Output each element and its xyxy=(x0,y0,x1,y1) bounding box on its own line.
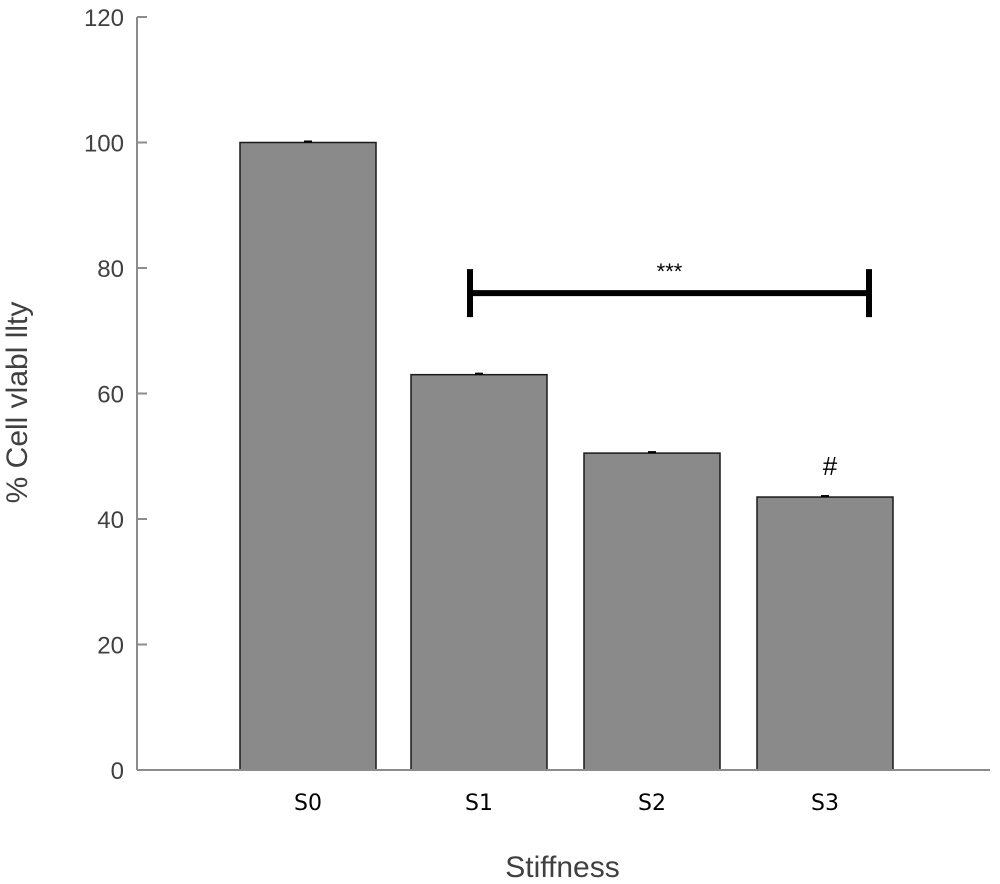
x-tick-label-s1: S1 xyxy=(465,791,493,816)
bars xyxy=(239,140,894,771)
significance-stars: *** xyxy=(657,259,683,284)
y-axis-title: % Cell vlabl llty xyxy=(1,302,34,504)
bar-s3 xyxy=(756,496,894,771)
y-tick-label: 0 xyxy=(111,758,124,785)
y-tick-label: 60 xyxy=(97,382,124,409)
annotations: *** # xyxy=(467,259,872,481)
bar-s1 xyxy=(410,373,548,771)
bar-s2 xyxy=(583,452,721,771)
y-tick-label: 120 xyxy=(84,5,124,32)
x-axis-title: Stiffness xyxy=(505,851,620,884)
y-axis-ticks: 0 20 40 60 80 100 120 xyxy=(84,5,147,785)
y-tick-label: 80 xyxy=(97,256,124,283)
y-tick-label: 40 xyxy=(97,507,124,534)
x-tick-label-s0: S0 xyxy=(294,791,322,816)
x-tick-label-s2: S2 xyxy=(638,791,666,816)
y-tick-label: 100 xyxy=(84,131,124,158)
x-tick-label-s3: S3 xyxy=(811,791,839,816)
bar-s0 xyxy=(239,141,377,771)
y-tick-label: 20 xyxy=(97,633,124,660)
significance-hash-marker: # xyxy=(823,451,838,481)
x-axis-tick-labels: S0 S1 S2 S3 xyxy=(294,791,839,816)
